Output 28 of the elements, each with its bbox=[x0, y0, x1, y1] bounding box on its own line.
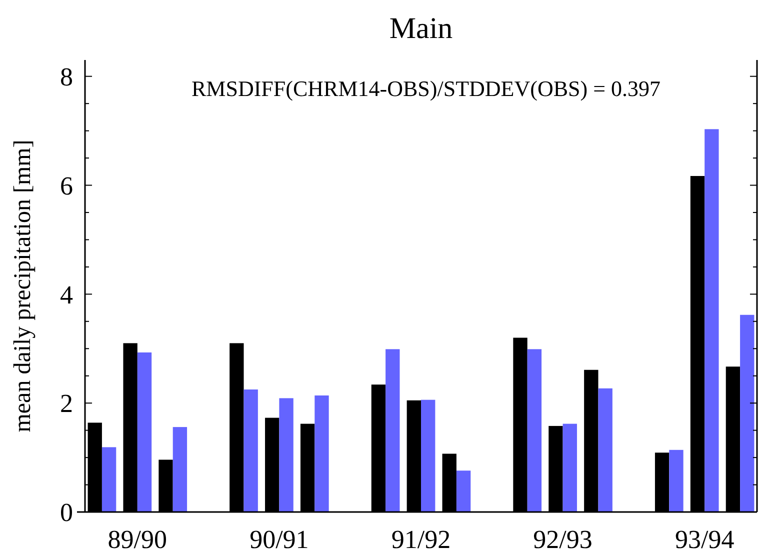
bar bbox=[102, 447, 116, 512]
bar bbox=[314, 395, 329, 512]
bar bbox=[704, 129, 719, 512]
bar bbox=[172, 427, 188, 512]
y-tick-label: 2 bbox=[60, 389, 73, 418]
bar bbox=[598, 388, 612, 512]
y-tick-label: 4 bbox=[60, 280, 73, 310]
bar bbox=[740, 314, 754, 512]
y-tick-label: 0 bbox=[60, 498, 73, 528]
bar bbox=[527, 349, 542, 512]
bar bbox=[456, 470, 471, 512]
bar bbox=[421, 400, 436, 512]
x-tick-label: 91/92 bbox=[391, 525, 451, 554]
y-tick-label: 6 bbox=[60, 171, 73, 200]
bar bbox=[669, 450, 684, 512]
bar bbox=[244, 389, 258, 512]
bar bbox=[137, 352, 152, 512]
annotation: RMSDIFF(CHRM14-OBS)/STDDEV(OBS) = 0.397 bbox=[192, 76, 660, 101]
y-tick-label: 8 bbox=[60, 62, 73, 92]
chart-title: Main bbox=[389, 12, 453, 45]
x-tick-label: 92/93 bbox=[533, 525, 592, 554]
bar bbox=[562, 424, 577, 512]
x-tick-label: 90/91 bbox=[250, 525, 309, 554]
x-tick-label: 93/94 bbox=[674, 525, 734, 554]
y-axis-title: mean daily precipitation [mm] bbox=[10, 140, 36, 432]
bar bbox=[279, 398, 294, 512]
bar bbox=[386, 349, 400, 512]
x-tick-label: 89/90 bbox=[108, 525, 168, 554]
